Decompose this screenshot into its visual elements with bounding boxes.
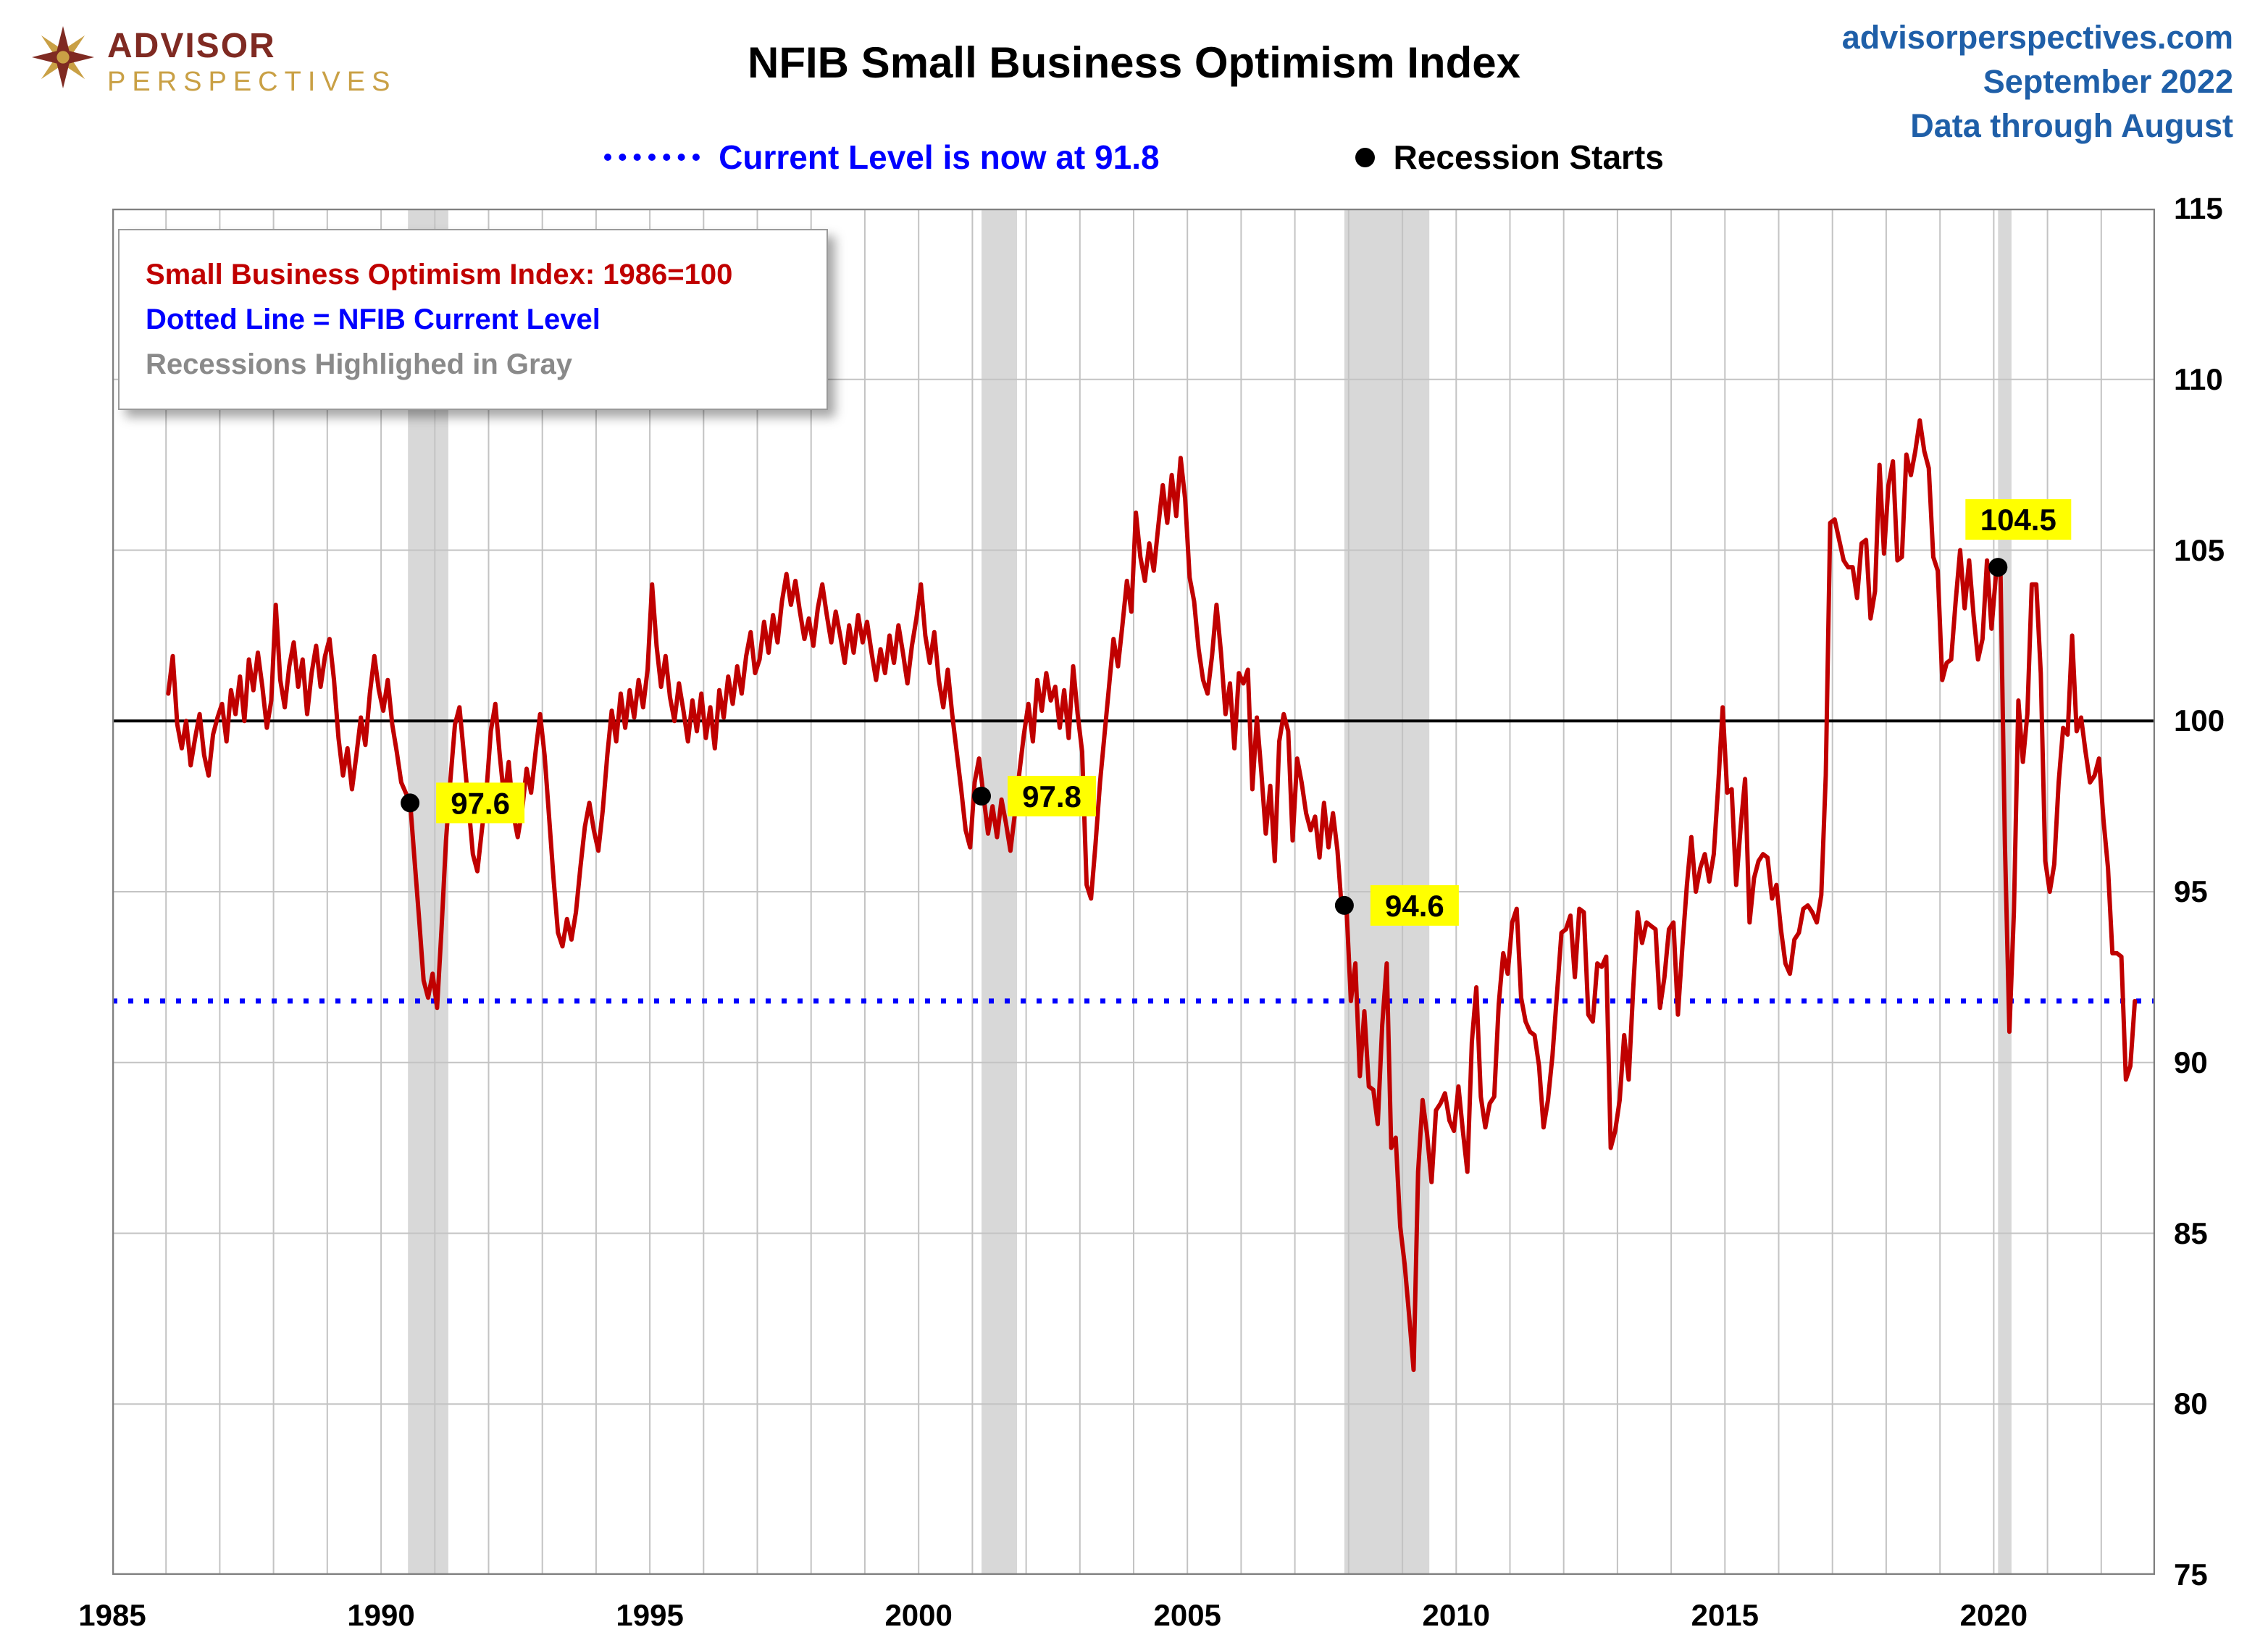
recession-start-dot xyxy=(1988,558,2008,577)
x-tick-label: 2000 xyxy=(884,1598,953,1632)
recession-dot-swatch xyxy=(1355,147,1375,167)
page-title: NFIB Small Business Optimism Index xyxy=(748,38,1520,87)
y-tick-label: 115 xyxy=(2174,191,2223,225)
y-tick-label: 80 xyxy=(2174,1386,2208,1421)
dotted-line-swatch xyxy=(604,154,700,161)
optimism-index-line xyxy=(166,418,2138,1373)
logo-perspectives-text: PERSPECTIVES xyxy=(107,67,397,97)
marker-label: 104.5 xyxy=(1980,503,2056,537)
marker-label: 97.8 xyxy=(1022,779,1081,813)
top-legend: Current Level is now at 91.8 Recession S… xyxy=(0,138,2268,177)
recession-starts-legend: Recession Starts xyxy=(1355,138,1664,177)
inset-legend-dotted-line: Dotted Line = NFIB Current Level xyxy=(146,304,601,335)
y-tick-label: 105 xyxy=(2174,532,2225,567)
source-block: advisorperspectives.com September 2022 D… xyxy=(1842,16,2233,148)
marker-label: 94.6 xyxy=(1385,889,1444,923)
inset-legend-index-line: Small Business Optimism Index: 1986=100 xyxy=(146,259,733,290)
compass-icon xyxy=(32,26,94,88)
x-tick-label: 1985 xyxy=(78,1598,146,1632)
inset-legend-recessions-line: Recessions Highlighed in Gray xyxy=(146,348,573,380)
x-tick-label: 2005 xyxy=(1153,1598,1221,1632)
x-tick-label: 2020 xyxy=(1959,1598,2028,1632)
marker-label: 97.6 xyxy=(451,786,510,820)
x-tick-label: 1995 xyxy=(616,1598,684,1632)
logo-advisor-text: ADVISOR xyxy=(107,27,276,65)
y-tick-label: 100 xyxy=(2174,703,2225,738)
x-tick-label: 2015 xyxy=(1691,1598,1759,1632)
advisor-perspectives-logo: ADVISOR PERSPECTIVES xyxy=(32,26,396,96)
marker-label-highlight xyxy=(436,782,525,824)
y-tick-label: 85 xyxy=(2174,1216,2208,1250)
y-tick-label: 90 xyxy=(2174,1045,2208,1079)
current-level-legend: Current Level is now at 91.8 xyxy=(604,138,1160,177)
source-date: September 2022 xyxy=(1983,62,2233,100)
recession-start-dot xyxy=(972,787,991,806)
marker-label-highlight xyxy=(1008,776,1096,816)
y-tick-label: 95 xyxy=(2174,874,2208,908)
x-tick-label: 2010 xyxy=(1422,1598,1490,1632)
chart-canvas: 97.6 97.8 94.6 104.5 xyxy=(112,209,2155,1575)
recession-starts-label: Recession Starts xyxy=(1393,138,1664,176)
source-data-through: Data through August xyxy=(1910,106,2233,144)
recession-start-dot xyxy=(401,793,420,813)
y-tick-label: 75 xyxy=(2174,1557,2208,1591)
current-level-label: Current Level is now at 91.8 xyxy=(719,138,1160,176)
recession-start-dot xyxy=(1334,895,1354,915)
marker-label-highlight xyxy=(1370,884,1459,926)
plot-frame xyxy=(112,209,2155,1575)
inset-legend: Small Business Optimism Index: 1986=100 … xyxy=(118,229,828,410)
x-tick-label: 1990 xyxy=(347,1598,415,1632)
marker-label-highlight xyxy=(1965,499,2072,540)
y-tick-label: 110 xyxy=(2174,361,2223,396)
source-site: advisorperspectives.com xyxy=(1841,19,2233,56)
plot-area: 97.6 97.8 94.6 104.5 Small Business Optimis… xyxy=(78,191,2225,1632)
